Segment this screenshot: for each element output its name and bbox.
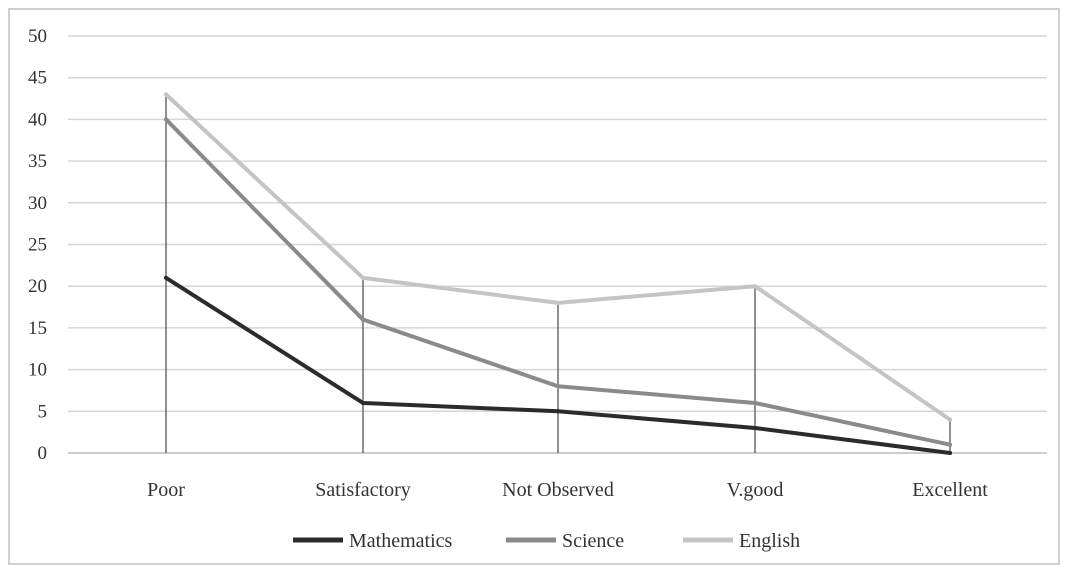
data-point-mathematics <box>948 451 952 455</box>
y-tick-label: 25 <box>28 235 47 256</box>
legend-label-mathematics: Mathematics <box>349 530 453 552</box>
drop-lines <box>165 94 951 453</box>
data-point-science <box>753 400 757 405</box>
y-tick-label: 20 <box>28 276 47 297</box>
data-point-english <box>164 92 168 97</box>
x-category-label: Not Observed <box>502 479 614 501</box>
legend-label-science: Science <box>562 530 624 552</box>
legend-label-english: English <box>739 530 800 552</box>
x-category-label: V.good <box>727 479 784 501</box>
x-category-label: Excellent <box>912 479 988 501</box>
legend: Mathematics Science English <box>293 530 800 552</box>
x-category-label: Satisfactory <box>315 479 411 501</box>
data-point-science <box>556 384 560 389</box>
data-point-science <box>361 317 365 322</box>
y-tick-label: 5 <box>38 401 48 422</box>
y-tick-label: 40 <box>28 109 47 130</box>
data-point-mathematics <box>164 275 168 280</box>
data-point-science <box>948 442 952 447</box>
data-point-english <box>361 275 365 280</box>
y-tick-label: 10 <box>28 360 47 381</box>
data-point-english <box>556 300 560 305</box>
data-point-english <box>753 284 757 289</box>
data-point-mathematics <box>556 409 560 414</box>
y-tick-label: 0 <box>38 443 48 464</box>
x-axis-categories: Poor Satisfactory Not Observed V.good Excell… <box>147 479 988 501</box>
data-point-mathematics <box>753 425 757 430</box>
x-category-label: Poor <box>147 479 185 501</box>
y-tick-label: 35 <box>28 151 47 172</box>
data-point-mathematics <box>361 400 365 405</box>
data-point-science <box>164 117 168 122</box>
data-point-english <box>948 417 952 422</box>
y-axis-ticks: 0 5 10 15 20 25 30 35 40 45 50 <box>28 26 47 464</box>
y-tick-label: 30 <box>28 193 47 214</box>
series-lines <box>164 92 952 455</box>
y-tick-label: 50 <box>28 26 47 47</box>
y-tick-label: 45 <box>28 68 47 89</box>
gridlines <box>68 35 1047 454</box>
y-tick-label: 15 <box>28 318 47 339</box>
